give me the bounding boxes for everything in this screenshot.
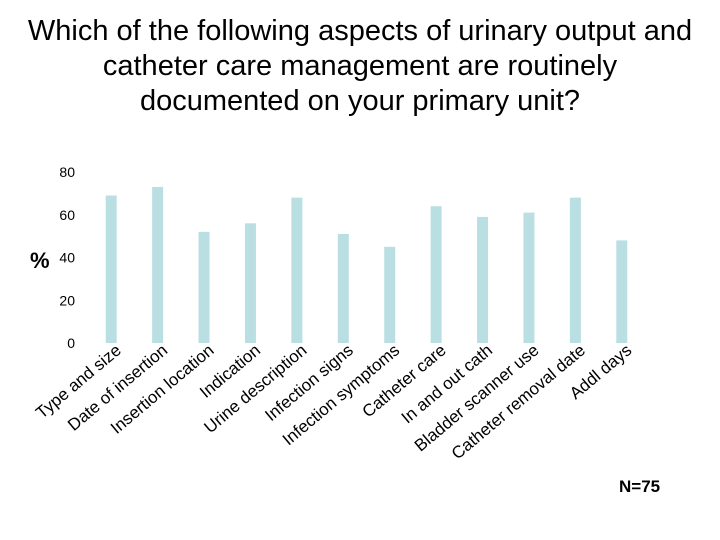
bar [244, 223, 256, 343]
bar [291, 197, 303, 343]
bar [198, 231, 210, 343]
y-axis-label: % [30, 248, 50, 273]
bar [477, 216, 489, 343]
y-tick-label: 60 [59, 207, 75, 223]
bar [152, 186, 164, 343]
bar [337, 233, 349, 343]
y-tick-label: 40 [59, 250, 75, 266]
chart-title: Which of the following aspects of urinar… [27, 15, 693, 117]
bar [616, 240, 628, 343]
y-tick-label: 0 [67, 335, 75, 351]
bar [523, 212, 535, 343]
bar [569, 197, 581, 343]
bars [105, 186, 628, 343]
y-tick-label: 20 [59, 292, 75, 308]
bar [105, 195, 117, 343]
bar [384, 246, 396, 343]
bar [430, 206, 442, 343]
sample-size-note: N=75 [619, 477, 661, 496]
y-axis: 0 20 40 60 80 [59, 164, 75, 351]
y-tick-label: 80 [59, 164, 75, 180]
